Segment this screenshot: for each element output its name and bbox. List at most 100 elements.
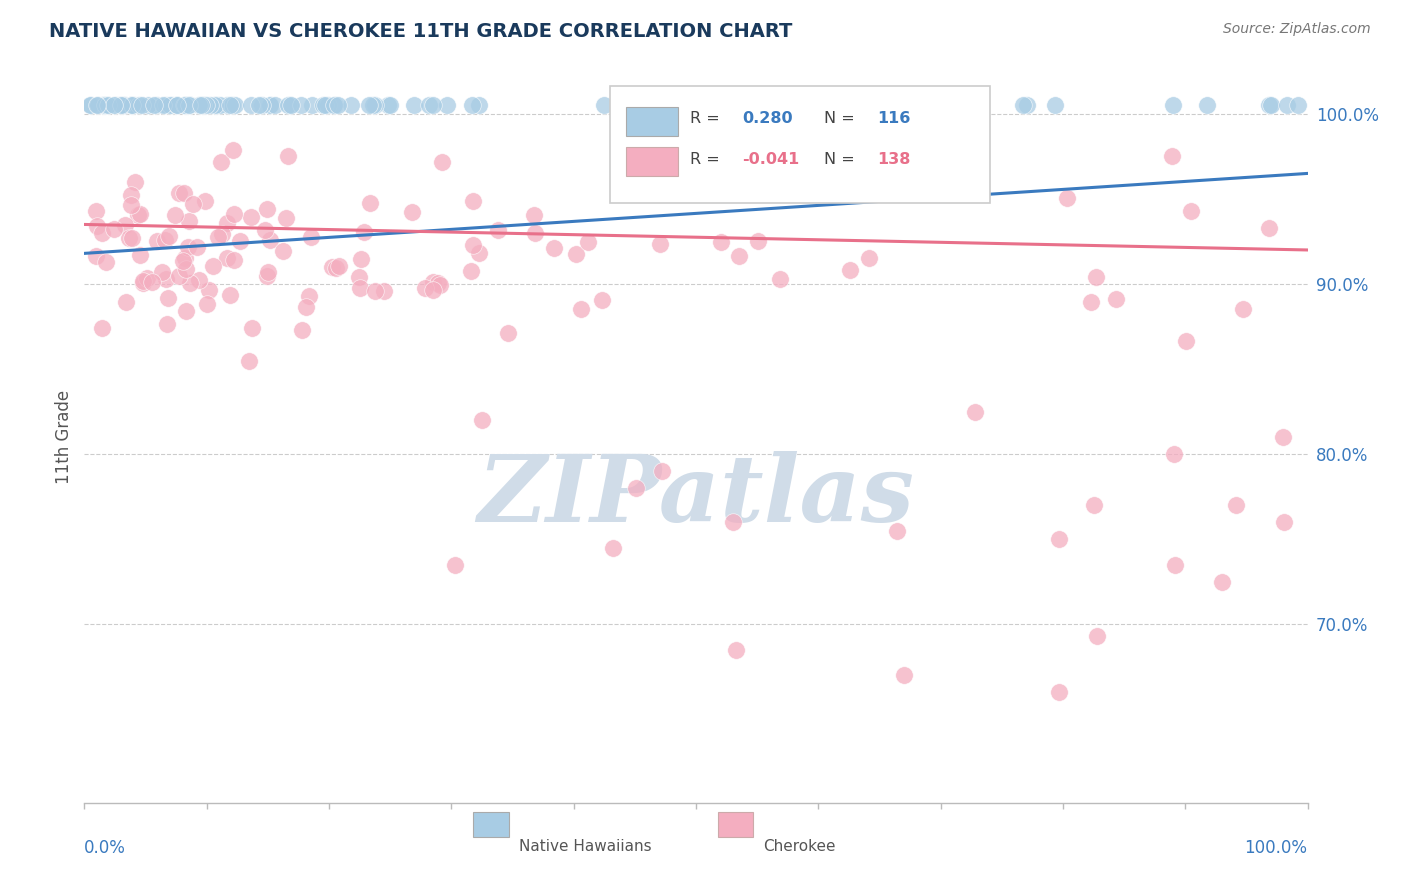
Point xyxy=(429,278,451,293)
Point xyxy=(166,98,188,112)
Text: N =: N = xyxy=(824,152,860,167)
Point xyxy=(418,98,440,112)
Point xyxy=(94,98,117,112)
Text: NATIVE HAWAIIAN VS CHEROKEE 11TH GRADE CORRELATION CHART: NATIVE HAWAIIAN VS CHEROKEE 11TH GRADE C… xyxy=(49,22,793,41)
Point xyxy=(714,98,737,112)
Point xyxy=(1260,98,1282,112)
Point xyxy=(323,98,346,112)
Text: 116: 116 xyxy=(877,112,910,127)
Point xyxy=(592,98,614,112)
Text: 0.280: 0.280 xyxy=(742,112,793,127)
Point xyxy=(173,98,195,112)
Text: Native Hawaiians: Native Hawaiians xyxy=(519,839,651,855)
FancyBboxPatch shape xyxy=(610,86,990,203)
Point xyxy=(93,98,115,112)
Point xyxy=(120,187,142,202)
Point xyxy=(145,98,167,112)
Text: N =: N = xyxy=(824,112,860,127)
Point xyxy=(430,155,453,169)
Point xyxy=(461,238,484,252)
Point xyxy=(172,254,194,268)
Point xyxy=(87,98,110,112)
Point xyxy=(198,283,221,297)
Point xyxy=(651,464,673,478)
Point xyxy=(215,98,238,112)
Point xyxy=(156,318,179,332)
Point xyxy=(422,275,444,289)
Point xyxy=(127,208,149,222)
Point xyxy=(498,326,520,340)
Point xyxy=(301,98,323,112)
Point xyxy=(211,154,233,169)
Point xyxy=(157,229,180,244)
Point xyxy=(893,668,915,682)
Point xyxy=(524,226,547,240)
Text: 0.0%: 0.0% xyxy=(84,839,127,857)
Point xyxy=(152,98,174,112)
Point xyxy=(177,214,200,228)
Point xyxy=(436,98,458,112)
Point xyxy=(486,223,509,237)
Point xyxy=(460,264,482,278)
Point xyxy=(1163,447,1185,461)
Point xyxy=(936,98,959,112)
Point xyxy=(91,320,114,334)
Point xyxy=(278,98,301,112)
Point xyxy=(858,251,880,265)
Point xyxy=(108,98,131,112)
Point xyxy=(86,98,108,112)
Point xyxy=(120,98,142,112)
Point xyxy=(93,98,115,112)
Point xyxy=(769,271,792,285)
Point xyxy=(328,259,350,273)
Point xyxy=(221,98,243,112)
Point xyxy=(624,481,647,495)
Point xyxy=(204,98,226,112)
Point xyxy=(314,98,336,112)
Point xyxy=(207,230,229,244)
Point xyxy=(727,249,749,263)
Point xyxy=(94,255,117,269)
Text: 138: 138 xyxy=(877,152,910,167)
Point xyxy=(316,98,339,112)
Text: ZIPatlas: ZIPatlas xyxy=(478,450,914,541)
Point xyxy=(1232,301,1254,316)
Point xyxy=(725,642,748,657)
Point xyxy=(834,98,856,112)
Text: Source: ZipAtlas.com: Source: ZipAtlas.com xyxy=(1223,22,1371,37)
Point xyxy=(571,301,593,316)
Point xyxy=(1164,558,1187,572)
Point xyxy=(200,98,222,112)
Point xyxy=(191,98,214,112)
Point xyxy=(325,261,347,276)
FancyBboxPatch shape xyxy=(626,147,678,176)
Point xyxy=(90,226,112,240)
Point xyxy=(780,98,803,112)
Point xyxy=(299,230,322,244)
Point xyxy=(114,218,136,232)
Point xyxy=(208,98,231,112)
Point xyxy=(340,98,363,112)
Point xyxy=(120,98,142,112)
Point xyxy=(188,98,211,112)
Point xyxy=(886,524,908,538)
Point xyxy=(128,207,150,221)
Point xyxy=(259,98,281,112)
Point xyxy=(373,284,395,298)
Point xyxy=(963,404,986,418)
Point xyxy=(179,98,201,112)
Point xyxy=(253,223,276,237)
Point xyxy=(1085,270,1108,285)
Point xyxy=(1257,98,1279,112)
Point xyxy=(1225,498,1247,512)
Point xyxy=(291,323,314,337)
Point xyxy=(240,210,263,224)
Point xyxy=(157,291,180,305)
Point xyxy=(1011,98,1033,112)
Point xyxy=(224,98,246,112)
Point xyxy=(211,227,233,242)
Point xyxy=(239,98,262,112)
Point xyxy=(190,98,212,112)
Point xyxy=(188,273,211,287)
Point xyxy=(173,186,195,200)
